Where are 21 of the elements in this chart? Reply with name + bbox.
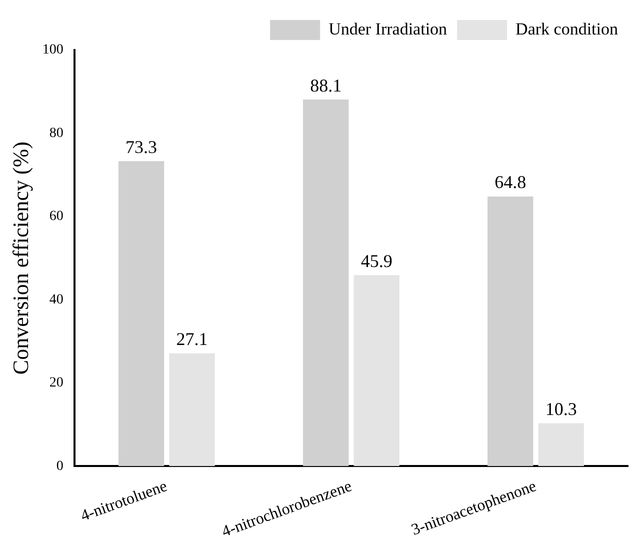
y-tick-label: 80 [49, 126, 64, 141]
y-tick-label: 60 [49, 209, 64, 224]
y-axis-title: Conversion efficiency (%) [8, 142, 33, 375]
y-tick-label: 0 [56, 458, 64, 474]
legend-label: Under Irradiation [328, 19, 448, 38]
legend-label: Dark condition [516, 19, 618, 38]
data-label: 73.3 [126, 136, 158, 157]
data-label: 45.9 [360, 250, 392, 271]
bar [538, 423, 584, 466]
bar [354, 275, 400, 466]
bar [488, 196, 534, 466]
data-label: 88.1 [310, 75, 342, 96]
bar [302, 100, 349, 466]
bar [118, 161, 164, 466]
y-tick-label: 20 [49, 376, 64, 391]
y-tick-label: 40 [49, 292, 64, 308]
bar [169, 353, 215, 466]
data-label: 10.3 [545, 399, 577, 420]
data-label: 64.8 [494, 172, 526, 192]
data-label: 27.1 [176, 329, 208, 350]
y-tick-label: 100 [42, 42, 64, 58]
